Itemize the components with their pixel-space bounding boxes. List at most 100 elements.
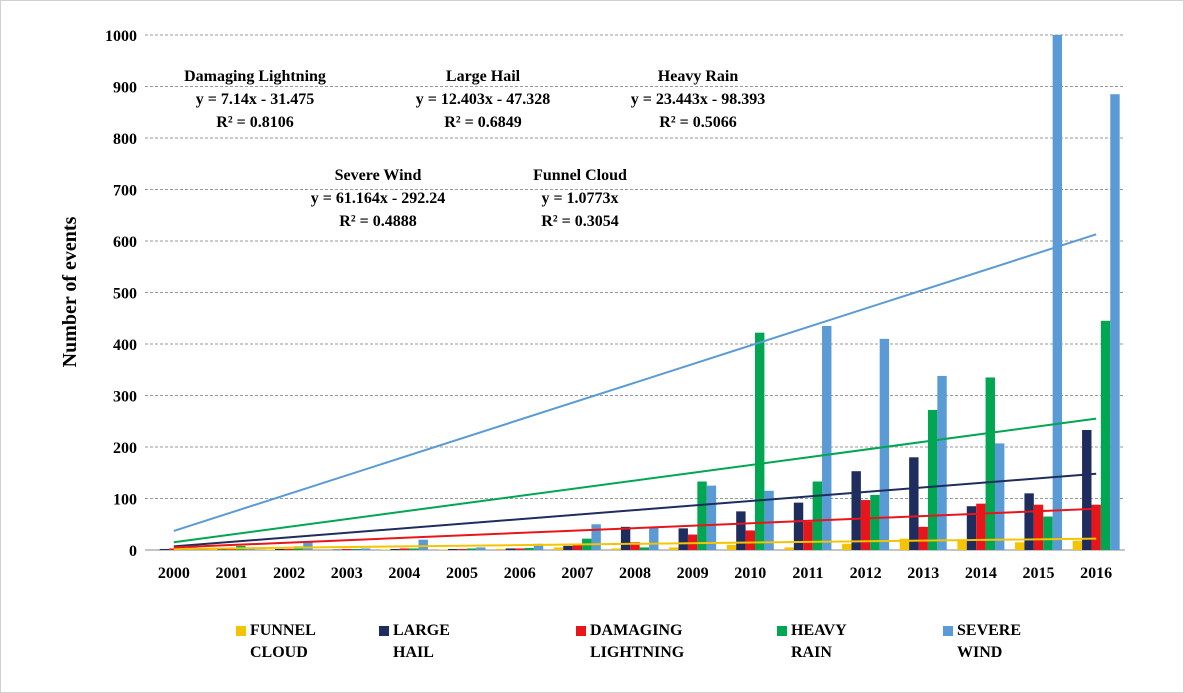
bar [1091, 504, 1101, 550]
annotation: R² = 0.8106 [216, 114, 293, 131]
bar [390, 548, 400, 550]
x-tick-label: 2016 [1080, 565, 1112, 582]
legend-label: HEAVY RAIN [791, 622, 847, 661]
bar [706, 485, 717, 550]
bar [524, 547, 534, 550]
x-tick-label: 2005 [446, 565, 478, 582]
x-tick-label: 2002 [273, 565, 305, 582]
bar [879, 338, 890, 550]
bar [533, 543, 544, 550]
trend-line [173, 472, 1097, 548]
bar [399, 548, 410, 550]
bar [1082, 430, 1092, 550]
bar [899, 538, 910, 550]
bar [669, 547, 679, 550]
bar [572, 544, 583, 550]
bar [284, 548, 294, 550]
bar [649, 526, 659, 550]
legend-item: SEVERE WIND [943, 620, 1047, 664]
bar [351, 548, 361, 550]
bar [803, 521, 813, 550]
x-tick-label: 2009 [677, 565, 709, 582]
y-tick-label: 400 [113, 337, 137, 354]
bar [812, 481, 823, 550]
x-tick-label: 2012 [850, 565, 882, 582]
bar [265, 549, 276, 550]
x-tick-label: 2011 [792, 565, 823, 582]
bar [476, 547, 486, 550]
bar [1033, 504, 1044, 550]
annotation: Funnel Cloud [533, 167, 627, 184]
bar [169, 548, 179, 550]
legend-swatch [379, 626, 389, 636]
bar [918, 526, 928, 550]
annotation: y = 23.443x - 98.393 [631, 91, 765, 108]
y-tick-label: 1000 [105, 28, 137, 45]
legend-swatch [943, 626, 953, 636]
annotation: Large Hail [446, 68, 521, 85]
bar [207, 549, 218, 550]
bar [909, 457, 919, 550]
legend-item: FUNNEL CLOUD [236, 620, 340, 664]
bar [1024, 493, 1034, 550]
x-tick-label: 2006 [504, 565, 536, 582]
annotation: Heavy Rain [658, 68, 739, 85]
bar [994, 443, 1005, 550]
x-tick-label: 2014 [965, 565, 997, 582]
legend-label: SEVERE WIND [957, 622, 1022, 661]
bar [678, 528, 688, 550]
y-tick-label: 500 [113, 286, 137, 303]
bar [611, 548, 621, 550]
x-tick-label: 2015 [1023, 565, 1055, 582]
bar [418, 539, 428, 550]
bar [1043, 516, 1053, 550]
bar [736, 511, 746, 550]
x-tick-label: 2001 [215, 565, 247, 582]
bar [505, 548, 516, 550]
x-tick-label: 2010 [734, 565, 766, 582]
annotation: Severe Wind [335, 167, 422, 184]
legend-swatch [777, 626, 787, 636]
legend-label: FUNNEL CLOUD [250, 622, 315, 661]
bar [957, 540, 967, 550]
bar [563, 545, 573, 550]
bar [697, 481, 707, 550]
bar [360, 548, 371, 550]
bar [927, 409, 938, 550]
annotation: R² = 0.6849 [444, 114, 521, 131]
trend-line [173, 233, 1097, 532]
y-tick-label: 900 [113, 80, 137, 97]
annotation: Damaging Lightning [184, 68, 326, 85]
bar [275, 548, 285, 550]
trend-line [173, 417, 1097, 544]
y-tick-label: 700 [113, 183, 137, 200]
legend-item: HEAVY RAIN [777, 620, 881, 664]
bar [1015, 542, 1025, 550]
bar [860, 500, 871, 550]
bar [496, 548, 506, 550]
bar [409, 548, 419, 550]
x-tick-label: 2004 [388, 565, 420, 582]
bar [639, 547, 650, 550]
bar [466, 548, 477, 550]
bar [1100, 320, 1111, 550]
bar [438, 549, 448, 550]
bar [842, 543, 852, 550]
annotation: y = 61.164x - 292.24 [311, 190, 445, 207]
y-tick-label: 100 [113, 492, 137, 509]
bar [630, 542, 640, 550]
legend-label: LARGE HAIL [393, 622, 450, 661]
bar [303, 542, 313, 550]
x-tick-label: 2013 [907, 565, 939, 582]
trend-line [173, 537, 1097, 550]
bar [793, 502, 804, 550]
x-tick-label: 2008 [619, 565, 651, 582]
bar [1052, 35, 1063, 550]
annotation: R² = 0.5066 [659, 114, 736, 131]
x-tick-label: 2000 [158, 565, 190, 582]
y-tick-label: 800 [113, 131, 137, 148]
bar [1110, 94, 1120, 550]
y-tick-label: 200 [113, 440, 137, 457]
annotation: y = 1.0773x [541, 190, 618, 207]
